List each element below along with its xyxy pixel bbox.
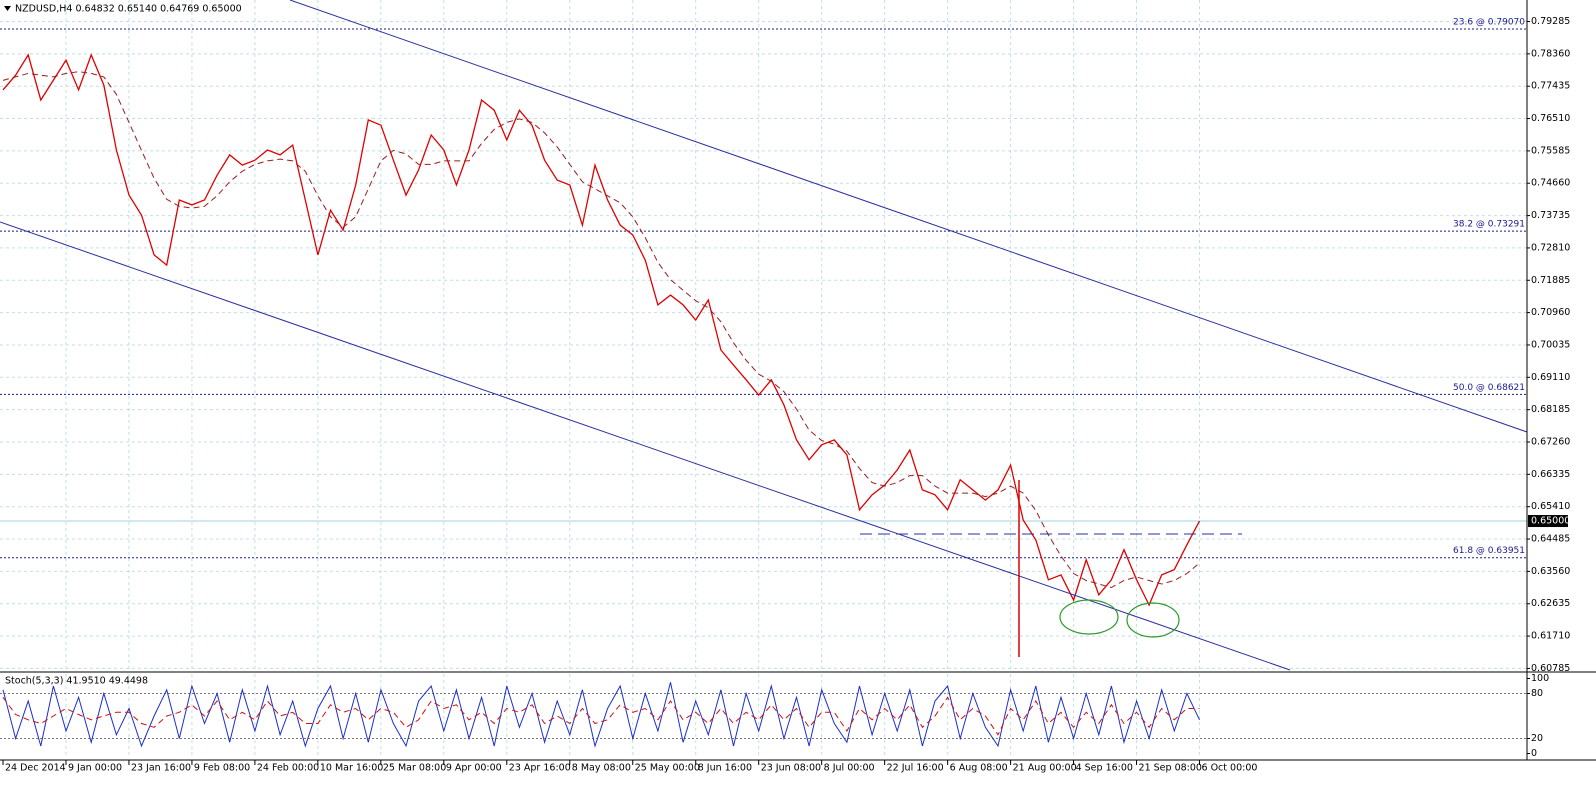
x-tick-label: 8 Jun 16:00 xyxy=(698,763,752,774)
y-tick-label: 0.65410 xyxy=(1531,501,1570,512)
y-tick-label: 0.61710 xyxy=(1531,631,1570,642)
menu-icon xyxy=(4,6,11,11)
x-tick-label: 25 May 00:00 xyxy=(635,763,700,774)
x-tick-label: 6 Aug 08:00 xyxy=(950,763,1008,774)
y-tick-label: 0.70035 xyxy=(1531,339,1570,350)
x-tick-label: 24 Feb 00:00 xyxy=(257,763,319,774)
y-tick-label: 0.73735 xyxy=(1531,210,1570,221)
y-tick-label: 0.70960 xyxy=(1531,307,1570,318)
x-tick-label: 9 Apr 00:00 xyxy=(446,763,502,774)
y-tick-label: 0.60785 xyxy=(1531,663,1570,674)
y-tick-label: 0.63560 xyxy=(1531,566,1570,577)
indicator-title: Stoch(5,3,3) 41.9510 49.4498 xyxy=(5,676,148,687)
y-tick-label: 80 xyxy=(1531,688,1543,699)
x-tick-label: 8 Jul 00:00 xyxy=(824,763,875,774)
series-line xyxy=(2,53,1201,607)
x-tick-label: 6 Oct 00:00 xyxy=(1202,763,1258,774)
y-tick-label: 0.72810 xyxy=(1531,242,1570,253)
grid xyxy=(0,0,1527,758)
bottom-circle xyxy=(1126,602,1180,638)
y-tick-label: 0.62635 xyxy=(1531,598,1570,609)
fib-label: 61.8 @ 0.63951 xyxy=(1453,546,1525,556)
price-tag-label: 0.65000 xyxy=(1531,516,1570,527)
marks xyxy=(0,28,1527,748)
y-tick-label: 0.76510 xyxy=(1531,113,1570,124)
price-tag xyxy=(1528,515,1568,528)
fib-label: 23.6 @ 0.79070 xyxy=(1453,18,1525,28)
y-tick-label: 0.68185 xyxy=(1531,404,1570,415)
x-tick-label: 9 Jan 00:00 xyxy=(68,763,122,774)
x-tick-label: 23 Jun 08:00 xyxy=(761,763,821,774)
series-line xyxy=(2,71,1200,589)
y-tick-label: 0.69110 xyxy=(1531,372,1570,383)
x-tick-label: 25 Mar 08:00 xyxy=(383,763,446,774)
y-tick-label: 0.74660 xyxy=(1531,178,1570,189)
fib-label: 50.0 @ 0.68621 xyxy=(1453,383,1525,393)
y-tick-label: 0.67260 xyxy=(1531,437,1570,448)
y-tick-label: 0.71885 xyxy=(1531,275,1570,286)
y-tick-label: 0.79285 xyxy=(1531,16,1570,27)
x-tick-label: 23 Apr 16:00 xyxy=(509,763,571,774)
x-tick-label: 22 Jul 16:00 xyxy=(887,763,944,774)
y-tick-label: 0 xyxy=(1531,748,1537,759)
x-tick-label: 10 Mar 16:00 xyxy=(320,763,383,774)
x-tick-label: 24 Dec 2014 xyxy=(5,763,66,774)
y-tick-label: 0.78360 xyxy=(1531,48,1570,59)
channel-upper xyxy=(289,0,1528,433)
fib-label: 38.2 @ 0.73291 xyxy=(1453,220,1525,230)
y-tick-label: 100 xyxy=(1531,673,1549,684)
y-tick-label: 0.64485 xyxy=(1531,534,1570,545)
bottom-circle xyxy=(1059,599,1119,635)
x-tick-label: 4 Sep 16:00 xyxy=(1076,763,1133,774)
x-tick-label: 8 May 08:00 xyxy=(572,763,631,774)
x-tick-label: 9 Feb 08:00 xyxy=(194,763,250,774)
series-line xyxy=(2,696,1200,736)
series-line xyxy=(2,682,1200,748)
y-tick-label: 0.66335 xyxy=(1531,469,1570,480)
x-tick-label: 21 Sep 08:00 xyxy=(1139,763,1202,774)
y-tick-label: 0.77435 xyxy=(1531,81,1570,92)
y-tick-label: 20 xyxy=(1531,733,1543,744)
y-tick-label: 0.75585 xyxy=(1531,145,1570,156)
chart-title: NZDUSD,H4 0.64832 0.65140 0.64769 0.6500… xyxy=(15,4,242,15)
x-tick-label: 21 Aug 00:00 xyxy=(1013,763,1077,774)
channel-lower xyxy=(0,221,1291,671)
x-tick-label: 23 Jan 16:00 xyxy=(131,763,191,774)
